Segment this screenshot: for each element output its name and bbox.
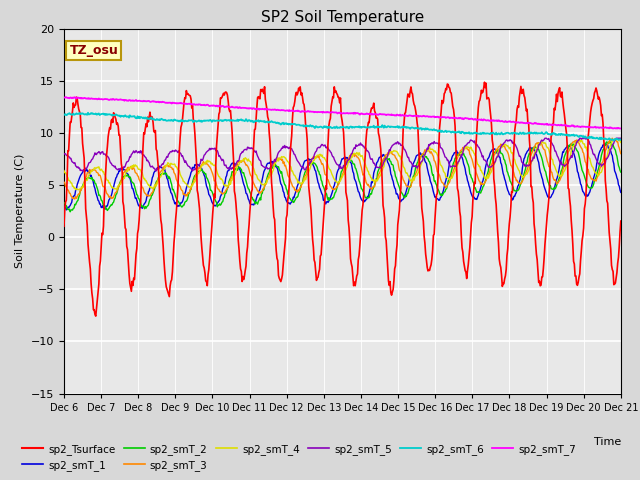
sp2_smT_2 bbox=[60, 200, 68, 205]
sp2_smT_2 bbox=[605, 139, 613, 144]
Line: sp2_smT_6: sp2_smT_6 bbox=[64, 113, 621, 141]
sp2_smT_2 bbox=[411, 168, 419, 174]
sp2_smT_1 bbox=[411, 157, 419, 163]
sp2_Tsurface bbox=[214, 122, 222, 128]
sp2_Tsurface bbox=[481, 79, 488, 85]
sp2_smT_7 bbox=[71, 95, 79, 100]
sp2_smT_6 bbox=[214, 118, 222, 123]
sp2_smT_4 bbox=[60, 168, 68, 174]
sp2_smT_5 bbox=[411, 164, 419, 169]
sp2_smT_6 bbox=[411, 126, 419, 132]
sp2_smT_6 bbox=[428, 127, 435, 132]
sp2_smT_4 bbox=[617, 140, 625, 145]
sp2_smT_4 bbox=[214, 172, 222, 178]
sp2_Tsurface bbox=[411, 103, 419, 109]
sp2_smT_1 bbox=[617, 190, 625, 195]
Line: sp2_smT_7: sp2_smT_7 bbox=[64, 97, 621, 129]
sp2_smT_6 bbox=[60, 112, 68, 118]
sp2_smT_1 bbox=[214, 199, 222, 205]
sp2_smT_7 bbox=[411, 113, 419, 119]
sp2_smT_7 bbox=[185, 101, 193, 107]
sp2_smT_1 bbox=[63, 207, 70, 213]
Line: sp2_smT_3: sp2_smT_3 bbox=[64, 138, 621, 199]
sp2_smT_4 bbox=[411, 174, 419, 180]
sp2_smT_2 bbox=[428, 163, 435, 169]
sp2_smT_5 bbox=[185, 164, 193, 169]
sp2_smT_1 bbox=[602, 141, 609, 147]
sp2_smT_7 bbox=[128, 98, 136, 104]
Legend: sp2_Tsurface, sp2_smT_1, sp2_smT_2, sp2_smT_3, sp2_smT_4, sp2_smT_5, sp2_smT_6, : sp2_Tsurface, sp2_smT_1, sp2_smT_2, sp2_… bbox=[18, 439, 580, 475]
sp2_Tsurface bbox=[60, 223, 68, 229]
sp2_smT_5 bbox=[70, 160, 78, 166]
Line: sp2_smT_5: sp2_smT_5 bbox=[64, 138, 621, 171]
sp2_smT_7 bbox=[428, 114, 435, 120]
sp2_smT_3 bbox=[128, 167, 136, 172]
sp2_smT_4 bbox=[611, 136, 618, 142]
sp2_smT_7 bbox=[60, 95, 68, 100]
sp2_smT_6 bbox=[70, 112, 78, 118]
sp2_smT_7 bbox=[617, 126, 625, 132]
sp2_smT_2 bbox=[67, 209, 74, 215]
sp2_smT_5 bbox=[541, 135, 548, 141]
sp2_smT_5 bbox=[214, 150, 222, 156]
sp2_smT_1 bbox=[128, 185, 136, 191]
sp2_smT_2 bbox=[214, 202, 222, 208]
Y-axis label: Soil Temperature (C): Soil Temperature (C) bbox=[15, 154, 26, 268]
Title: SP2 Soil Temperature: SP2 Soil Temperature bbox=[260, 10, 424, 25]
sp2_Tsurface bbox=[92, 313, 100, 319]
Line: sp2_smT_2: sp2_smT_2 bbox=[64, 142, 621, 212]
sp2_smT_1 bbox=[428, 180, 435, 186]
sp2_smT_2 bbox=[185, 191, 193, 197]
sp2_smT_3 bbox=[617, 151, 625, 156]
sp2_smT_5 bbox=[617, 135, 625, 141]
sp2_Tsurface bbox=[70, 105, 78, 110]
sp2_smT_3 bbox=[71, 196, 79, 202]
sp2_smT_3 bbox=[60, 179, 68, 185]
sp2_smT_5 bbox=[79, 168, 86, 174]
sp2_Tsurface bbox=[128, 278, 136, 284]
sp2_smT_6 bbox=[185, 118, 193, 123]
sp2_smT_7 bbox=[612, 126, 620, 132]
sp2_smT_6 bbox=[84, 110, 92, 116]
sp2_smT_1 bbox=[185, 178, 193, 183]
sp2_smT_7 bbox=[61, 95, 69, 100]
sp2_Tsurface bbox=[617, 218, 625, 224]
Text: Time: Time bbox=[593, 437, 621, 447]
sp2_smT_3 bbox=[428, 149, 435, 155]
sp2_smT_6 bbox=[617, 137, 625, 143]
sp2_smT_2 bbox=[71, 202, 79, 207]
Text: TZ_osu: TZ_osu bbox=[70, 44, 118, 57]
sp2_Tsurface bbox=[185, 92, 193, 98]
sp2_smT_7 bbox=[214, 104, 222, 109]
sp2_smT_1 bbox=[60, 203, 68, 208]
sp2_smT_4 bbox=[72, 187, 79, 192]
sp2_smT_4 bbox=[185, 184, 193, 190]
sp2_smT_1 bbox=[71, 192, 79, 198]
sp2_smT_3 bbox=[411, 173, 419, 179]
sp2_smT_4 bbox=[128, 163, 136, 168]
sp2_smT_3 bbox=[214, 186, 222, 192]
sp2_smT_6 bbox=[128, 113, 136, 119]
Line: sp2_smT_4: sp2_smT_4 bbox=[64, 139, 621, 190]
sp2_Tsurface bbox=[428, 262, 435, 268]
sp2_smT_4 bbox=[70, 185, 78, 191]
sp2_smT_5 bbox=[60, 151, 68, 157]
sp2_smT_6 bbox=[610, 138, 618, 144]
sp2_smT_5 bbox=[428, 141, 435, 147]
Line: sp2_Tsurface: sp2_Tsurface bbox=[64, 82, 621, 316]
sp2_smT_5 bbox=[128, 151, 136, 156]
sp2_smT_3 bbox=[70, 196, 78, 202]
sp2_smT_2 bbox=[617, 169, 625, 175]
sp2_smT_4 bbox=[428, 146, 435, 152]
sp2_smT_3 bbox=[185, 191, 193, 196]
sp2_smT_3 bbox=[609, 135, 616, 141]
sp2_smT_2 bbox=[128, 180, 136, 185]
Line: sp2_smT_1: sp2_smT_1 bbox=[64, 144, 621, 210]
